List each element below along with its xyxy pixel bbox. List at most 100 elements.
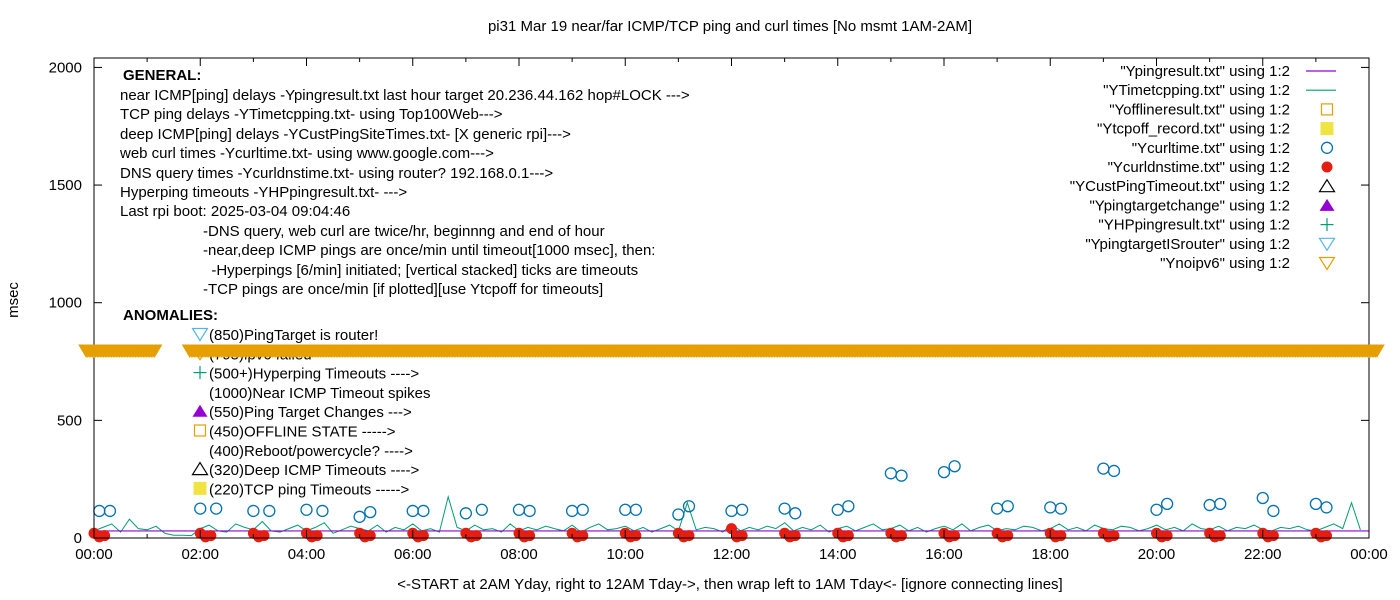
curl-time-point — [672, 508, 685, 521]
anomaly-plus-icon — [193, 366, 207, 380]
curl-time-point — [1044, 501, 1057, 514]
anomaly-item: (320)Deep ICMP Timeouts ----> — [209, 462, 419, 479]
x-tick-label: 22:00 — [1244, 546, 1282, 563]
curl-time-point — [842, 500, 855, 513]
dns-time-point — [524, 530, 536, 542]
curl-time-point — [406, 504, 419, 518]
dns-time-point — [1321, 530, 1332, 542]
curl-time-point — [1267, 504, 1280, 518]
legend-label: "YpingtargetISrouter" using 1:2 — [1085, 236, 1290, 253]
anomaly-item: (400)Reboot/powercycle? ----> — [209, 443, 413, 460]
curl-time-point — [512, 503, 526, 516]
anomaly-filled-triangle-icon — [192, 404, 208, 417]
axes-layer: 0 500 1000 1500 2000 00:00 02:00 04:00 06:00 08:0… — [49, 57, 1388, 563]
legend-label: "Ypingresult.txt" using 1:2 — [1120, 63, 1290, 80]
anomaly-filled-square-icon — [193, 481, 207, 495]
curl-time-point — [475, 503, 488, 516]
curl-time-point — [1054, 502, 1068, 515]
curl-time-point — [565, 504, 579, 518]
legend-plus-icon — [1320, 218, 1334, 232]
dns-time-point — [364, 530, 376, 542]
curl-time-point — [523, 504, 536, 518]
curl-time-point — [895, 469, 908, 482]
curl-time-point — [263, 504, 276, 518]
x-tick-label: 00:00 — [1350, 546, 1388, 563]
general-line: web curl times -Ycurltime.txt- using www… — [119, 145, 494, 162]
legend-filled-square-icon — [1320, 122, 1334, 136]
x-tick-label: 12:00 — [713, 546, 751, 563]
legend-open-down-triangle-icon — [1318, 237, 1336, 252]
legend-label: "Yofflineresult.txt" using 1:2 — [1109, 101, 1290, 118]
dns-time-point — [258, 530, 270, 542]
x-tick-label: 20:00 — [1138, 546, 1176, 563]
general-line: Last rpi boot: 2025-03-04 09:04:46 — [120, 203, 350, 220]
curl-time-point — [459, 507, 473, 520]
x-tick-label: 04:00 — [288, 546, 326, 563]
dns-time-point — [896, 530, 907, 542]
general-line: Hyperping timeouts -YHPpingresult.txt- -… — [120, 184, 407, 201]
general-note: -DNS query, web curl are twice/hr, begin… — [203, 223, 605, 240]
x-tick-label: 10:00 — [606, 546, 644, 563]
anomaly-open-down-triangle-icon — [191, 327, 209, 342]
y-tick-label: 2000 — [49, 59, 82, 76]
general-note: -near,deep ICMP pings are once/min until… — [203, 242, 655, 259]
noipv6-band — [78, 344, 1385, 358]
legend-label: "YTimetcpping.txt" using 1:2 — [1103, 82, 1290, 99]
anomaly-open-triangle-icon — [191, 461, 209, 476]
curl-time-point — [937, 465, 951, 479]
dns-time-point — [1108, 530, 1120, 542]
noipv6-point — [146, 344, 163, 358]
y-tick-label: 500 — [57, 412, 82, 429]
curl-time-point — [725, 504, 738, 518]
dns-time-point — [417, 530, 429, 542]
curl-time-point — [194, 502, 207, 515]
general-line: TCP ping delays -YTimetcpping.txt- using… — [120, 106, 503, 123]
legend: "Ypingresult.txt" using 1:2 "YTimetcpping… — [1070, 63, 1336, 272]
dns-time-point — [1055, 530, 1067, 542]
legend-open-square-icon — [1320, 103, 1334, 116]
anomaly-item: (1000)Near ICMP Timeout spikes — [209, 385, 430, 402]
curl-time-point — [247, 504, 260, 518]
curl-time-point — [364, 505, 377, 519]
x-tick-label: 06:00 — [394, 546, 432, 563]
dns-time-point — [1161, 530, 1173, 542]
legend-open-triangle-icon — [1318, 178, 1336, 193]
general-line: DNS query times -Ycurldnstime.txt- using… — [120, 165, 553, 182]
general-note: -TCP pings are once/min [if plotted][use… — [203, 281, 603, 298]
curl-time-point — [103, 504, 117, 518]
curl-time-point — [990, 502, 1004, 515]
y-axis-label: msec — [5, 282, 22, 318]
legend-label: "Ytcpoff_record.txt" using 1:2 — [1097, 121, 1290, 138]
anomaly-item: (500+)Hyperping Timeouts ----> — [209, 366, 419, 383]
general-line: near ICMP[ping] delays -Ypingresult.txt … — [120, 87, 690, 104]
dns-time-point — [577, 530, 589, 542]
anomaly-item: (220)TCP ping Timeouts -----> — [209, 481, 409, 498]
anomaly-item: (550)Ping Target Changes ---> — [209, 404, 412, 421]
dns-time-point — [471, 530, 482, 542]
x-tick-label: 16:00 — [925, 546, 963, 563]
general-note: -Hyperpings [6/min] initiated; [vertical… — [203, 262, 638, 279]
curl-time-point — [316, 504, 329, 518]
curl-time-point — [417, 504, 430, 518]
dns-time-point — [99, 530, 111, 542]
dns-time-point — [949, 530, 961, 542]
curl-time-point — [353, 510, 366, 523]
curl-time-point — [682, 500, 696, 513]
legend-label: "Ycurltime.txt" using 1:2 — [1132, 140, 1290, 157]
curl-time-point — [1150, 503, 1163, 516]
x-axis-label: <-START at 2AM Yday, right to 12AM Tday-… — [397, 576, 1062, 593]
legend-open-circle-icon — [1320, 141, 1334, 154]
dns-time-point — [789, 530, 801, 542]
dns-time-point — [311, 530, 323, 542]
legend-label: "Ypingtargetchange" using 1:2 — [1089, 197, 1290, 214]
legend-label: "Ynoipv6" using 1:2 — [1160, 255, 1290, 272]
noipv6-point — [1369, 344, 1385, 358]
dns-time-point — [1214, 530, 1226, 542]
curl-time-point — [948, 460, 961, 473]
y-tick-label: 1500 — [49, 177, 82, 194]
curl-time-point — [1203, 498, 1216, 512]
x-tick-label: 14:00 — [819, 546, 857, 563]
curl-time-point — [1001, 500, 1014, 513]
dns-time-point — [205, 530, 217, 542]
